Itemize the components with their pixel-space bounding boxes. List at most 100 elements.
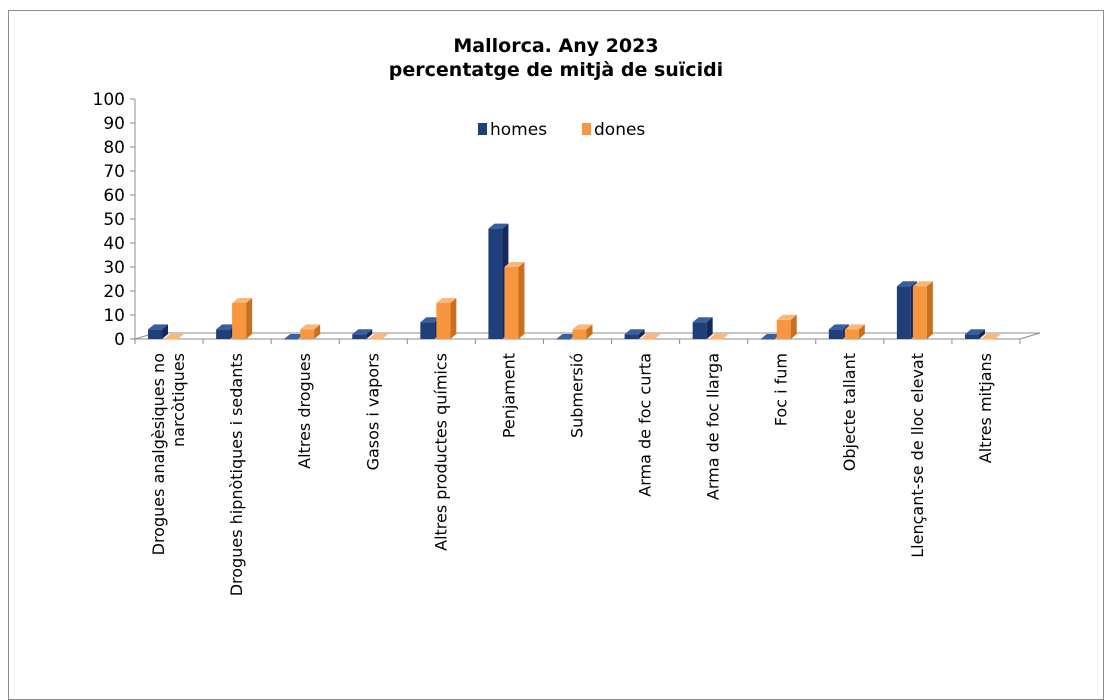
- y-tick-label: 100: [93, 90, 125, 110]
- y-tick-label: 0: [114, 330, 125, 350]
- x-category-label: Objecte tallant: [840, 353, 859, 471]
- bar-side: [450, 298, 457, 339]
- bar-side: [858, 324, 865, 339]
- bar-dones-9: [776, 314, 797, 339]
- y-tick-label: 90: [103, 114, 125, 134]
- bar-dones-12: [980, 334, 1001, 340]
- bar-top: [164, 334, 185, 339]
- bar-dones-10: [844, 324, 865, 339]
- chart-title-line: percentatge de mitjà de suïcidi: [389, 59, 723, 81]
- bar-front: [760, 339, 775, 340]
- bar-top: [980, 334, 1001, 339]
- bar-top: [436, 298, 457, 303]
- x-category-label: narcòtiques: [169, 353, 188, 447]
- bar-side: [246, 298, 253, 339]
- bar-dones-11: [912, 281, 933, 339]
- bar-front: [776, 319, 791, 339]
- x-category-label: Submersió: [568, 353, 587, 438]
- y-tick-label: 50: [103, 210, 125, 230]
- bar-top: [844, 324, 865, 330]
- bar-front: [232, 303, 247, 339]
- bar-top: [368, 334, 389, 339]
- bar-side: [706, 317, 713, 339]
- bar-front: [624, 334, 639, 339]
- bar-top: [776, 314, 797, 320]
- bar-homes-8: [692, 317, 713, 339]
- bar-side: [926, 281, 933, 339]
- bar-dones-5: [504, 262, 525, 339]
- bar-homes-2: [284, 334, 305, 340]
- bar-top: [964, 329, 985, 335]
- bar-front: [844, 329, 859, 339]
- bar-top: [692, 317, 713, 323]
- bar-top: [640, 334, 661, 339]
- bar-front: [284, 339, 299, 340]
- y-tick-label: 10: [103, 306, 125, 326]
- y-axis-ticks: 0 10 20 30 40 50 60 70 80 90 100: [93, 90, 135, 350]
- bar-front: [896, 286, 911, 339]
- y-tick-label: 80: [103, 138, 125, 158]
- bar-front: [164, 339, 179, 340]
- legend: homes dones: [478, 120, 645, 140]
- bar-front: [912, 286, 927, 339]
- y-tick-label: 30: [103, 258, 125, 278]
- bars: [148, 223, 1001, 340]
- bar-top: [912, 281, 933, 287]
- bar-front: [572, 329, 587, 339]
- bar-top: [352, 329, 373, 335]
- bar-homes-7: [624, 329, 645, 339]
- bar-front: [352, 334, 367, 339]
- bar-front: [640, 339, 655, 340]
- x-category-label: Arma de foc llarga: [704, 353, 723, 500]
- bar-top: [284, 334, 305, 339]
- x-category-label: Penjament: [499, 353, 518, 438]
- bar-side: [314, 324, 321, 339]
- chart-title-line: Mallorca. Any 2023: [453, 35, 658, 57]
- x-axis-labels: Drogues analgèsiques no narcòtiques Drogue…: [149, 353, 995, 596]
- x-category-label: Llençant-se de lloc elevat: [908, 353, 927, 558]
- bar-side: [366, 329, 373, 339]
- bar-homes-12: [964, 329, 985, 339]
- bar-dones-8: [708, 334, 729, 340]
- x-category-label: Altres drogues: [295, 353, 314, 469]
- bar-top: [300, 324, 321, 330]
- bar-dones-6: [572, 324, 593, 339]
- y-tick-label: 70: [103, 162, 125, 182]
- bar-top: [556, 334, 577, 339]
- y-tick-label: 20: [103, 282, 125, 302]
- bar-top: [504, 262, 525, 267]
- bar-front: [148, 329, 163, 339]
- bar-top: [828, 324, 849, 330]
- bar-front: [436, 303, 451, 339]
- y-tick-label: 40: [103, 234, 125, 254]
- bar-dones-0: [164, 334, 185, 340]
- bar-homes-9: [760, 334, 781, 340]
- bar-top: [488, 223, 509, 229]
- bar-top: [708, 334, 729, 339]
- x-category-label: Drogues analgèsiques no: [149, 353, 168, 555]
- legend-label-homes: homes: [490, 120, 547, 140]
- bar-front: [556, 339, 571, 340]
- bar-top: [216, 324, 237, 330]
- x-category-label: Gasos i vapors: [363, 353, 382, 470]
- x-category-label: Drogues hipnòtiques i sedants: [227, 353, 246, 596]
- bar-top: [760, 334, 781, 339]
- bar-top: [420, 317, 441, 323]
- bar-top: [624, 329, 645, 335]
- bar-front: [828, 329, 843, 339]
- x-category-label: Arma de foc curta: [636, 353, 655, 497]
- legend-label-dones: dones: [594, 120, 645, 140]
- bar-side: [586, 324, 593, 339]
- bar-dones-4: [436, 298, 457, 339]
- bar-front: [420, 322, 435, 339]
- bar-front: [980, 339, 995, 340]
- bar-top: [896, 281, 917, 287]
- bar-front: [216, 329, 231, 339]
- x-category-label: Altres productes químics: [431, 353, 450, 551]
- bar-front: [708, 339, 723, 340]
- x-category-label: Foc i fum: [772, 353, 791, 426]
- x-category-label: Altres mitjans: [976, 353, 995, 463]
- bar-side: [978, 329, 985, 339]
